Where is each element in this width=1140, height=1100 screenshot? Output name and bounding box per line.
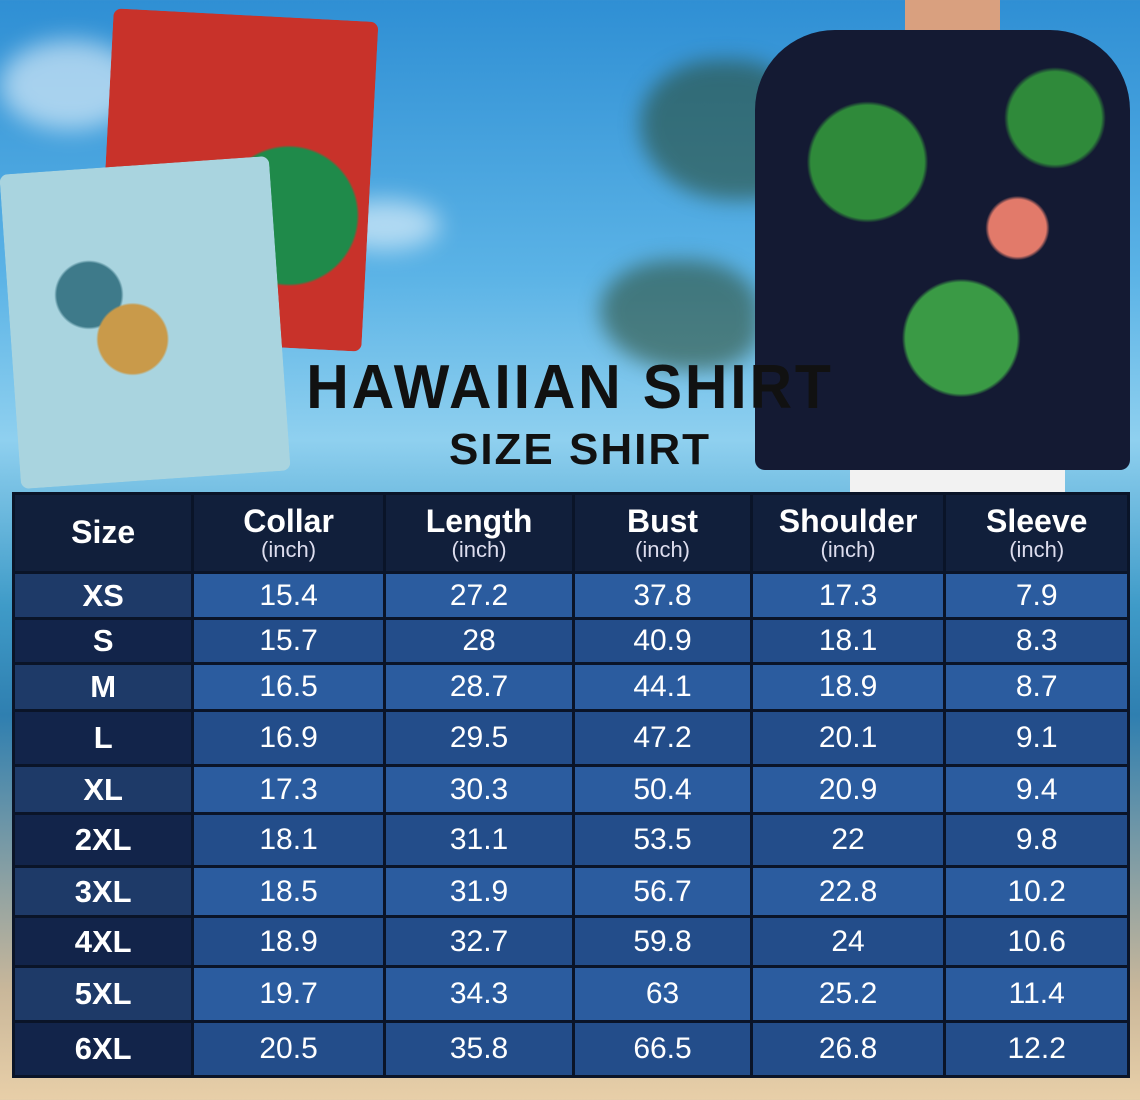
size-cell: 4XL [11,915,195,968]
measurement-cell: 44.1 [572,662,753,712]
measurement-cell: 25.2 [749,965,947,1023]
measurement-cell: 20.1 [749,709,947,767]
table-row: 4XL 18.9 32.7 59.8 24 10.6 [11,915,1130,968]
palm-tree [600,260,760,370]
measurement-cell: 66.5 [572,1020,753,1078]
size-chart-table: Size Collar (inch) Length (inch) Bust (inch) Sh… [11,492,1130,1078]
measurement-cell: 53.5 [572,812,753,868]
column-header-label: Shoulder [778,502,918,539]
size-cell: XL [11,764,195,815]
column-header: Size [11,492,195,574]
column-header-unit: (inch) [820,537,876,563]
size-cell: S [11,617,195,665]
column-header-label: Collar [243,502,334,539]
column-header-unit: (inch) [635,537,691,563]
measurement-cell: 24 [749,915,947,968]
column-header-unit: (inch) [451,537,507,563]
column-header: Sleeve (inch) [943,492,1130,574]
measurement-cell: 9.4 [943,764,1130,815]
measurement-cell: 35.8 [382,1020,576,1078]
measurement-cell: 32.7 [382,915,576,968]
measurement-cell: 18.9 [191,915,386,968]
size-cell: 6XL [11,1020,195,1078]
table-row: 2XL 18.1 31.1 53.5 22 9.8 [11,812,1130,868]
measurement-cell: 56.7 [572,865,753,918]
measurement-cell: 20.5 [191,1020,386,1078]
measurement-cell: 20.9 [749,764,947,815]
measurement-cell: 34.3 [382,965,576,1023]
table-row: XS 15.4 27.2 37.8 17.3 7.9 [11,571,1130,620]
column-header-label: Bust [626,502,699,539]
measurement-cell: 22 [749,812,947,868]
measurement-cell: 28.7 [382,662,576,712]
measurement-cell: 9.8 [943,812,1130,868]
size-cell: L [11,709,195,767]
measurement-cell: 18.1 [749,617,947,665]
measurement-cell: 15.4 [191,571,386,620]
measurement-cell: 15.7 [191,617,386,665]
measurement-cell: 7.9 [943,571,1130,620]
measurement-cell: 40.9 [572,617,753,665]
size-cell: 2XL [11,812,195,868]
column-header: Shoulder (inch) [749,492,947,574]
measurement-cell: 18.1 [191,812,386,868]
size-cell: M [11,662,195,712]
column-header: Length (inch) [382,492,576,574]
measurement-cell: 11.4 [943,965,1130,1023]
measurement-cell: 50.4 [572,764,753,815]
table-row: M 16.5 28.7 44.1 18.9 8.7 [11,662,1130,712]
table-row: S 15.7 28 40.9 18.1 8.3 [11,617,1130,665]
model-flamingo-shirt-image [755,30,1130,470]
measurement-cell: 63 [572,965,753,1023]
measurement-cell: 47.2 [572,709,753,767]
measurement-cell: 30.3 [382,764,576,815]
measurement-cell: 27.2 [382,571,576,620]
column-header-label: Length [425,502,533,539]
table-row: 5XL 19.7 34.3 63 25.2 11.4 [11,965,1130,1023]
page-title: HAWAIIAN SHIRT [306,353,834,422]
measurement-cell: 8.3 [943,617,1130,665]
table-row: 6XL 20.5 35.8 66.5 26.8 12.2 [11,1020,1130,1078]
table-row: 3XL 18.5 31.9 56.7 22.8 10.2 [11,865,1130,918]
measurement-cell: 10.6 [943,915,1130,968]
table-row: XL 17.3 30.3 50.4 20.9 9.4 [11,764,1130,815]
column-header-label: Sleeve [985,502,1088,539]
column-header-unit: (inch) [261,537,317,563]
measurement-cell: 26.8 [749,1020,947,1078]
measurement-cell: 22.8 [749,865,947,918]
measurement-cell: 12.2 [943,1020,1130,1078]
measurement-cell: 16.5 [191,662,386,712]
table-row: L 16.9 29.5 47.2 20.1 9.1 [11,709,1130,767]
size-cell: 5XL [11,965,195,1023]
measurement-cell: 17.3 [191,764,386,815]
measurement-cell: 29.5 [382,709,576,767]
page-subtitle: SIZE SHIRT [448,425,712,474]
measurement-cell: 18.9 [749,662,947,712]
measurement-cell: 31.1 [382,812,576,868]
size-cell: XS [11,571,195,620]
column-header: Bust (inch) [572,492,753,574]
measurement-cell: 28 [382,617,576,665]
size-cell: 3XL [11,865,195,918]
table-header-row: Size Collar (inch) Length (inch) Bust (inch) Sh… [11,492,1130,574]
measurement-cell: 59.8 [572,915,753,968]
measurement-cell: 19.7 [191,965,386,1023]
column-header-label: Size [71,514,136,551]
measurement-cell: 8.7 [943,662,1130,712]
measurement-cell: 17.3 [749,571,947,620]
measurement-cell: 31.9 [382,865,576,918]
column-header: Collar (inch) [191,492,386,574]
measurement-cell: 10.2 [943,865,1130,918]
measurement-cell: 37.8 [572,571,753,620]
measurement-cell: 9.1 [943,709,1130,767]
measurement-cell: 16.9 [191,709,386,767]
column-header-unit: (inch) [1009,537,1065,563]
measurement-cell: 18.5 [191,865,386,918]
